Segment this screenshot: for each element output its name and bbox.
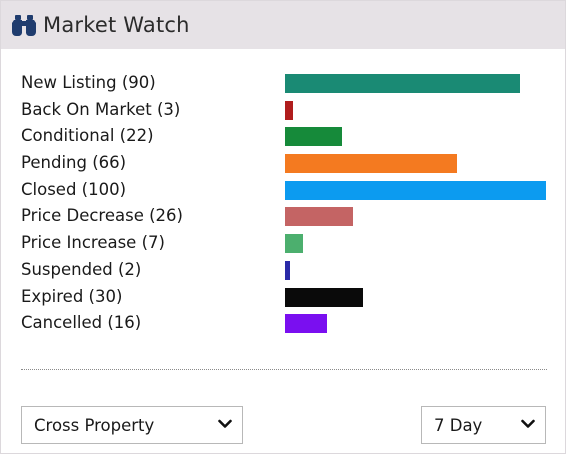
status-bar[interactable] [285, 287, 363, 307]
status-label[interactable]: Closed (100) [21, 179, 127, 199]
period-select[interactable]: 7 Day [421, 406, 546, 444]
status-row[interactable]: New Listing (90) [21, 70, 551, 97]
status-bar-list: New Listing (90) Back On Market (3) Condit… [21, 70, 551, 337]
status-label[interactable]: Price Decrease (26) [21, 206, 183, 226]
property-type-select[interactable]: Cross Property [21, 406, 243, 444]
status-row[interactable]: Price Increase (7) [21, 230, 551, 257]
status-bar[interactable] [285, 260, 290, 280]
status-label[interactable]: Suspended (2) [21, 259, 142, 279]
widget-header: Market Watch [1, 1, 565, 49]
status-row[interactable]: Conditional (22) [21, 123, 551, 150]
status-bar[interactable] [285, 314, 327, 334]
binoculars-icon [12, 15, 36, 37]
status-row[interactable]: Suspended (2) [21, 257, 551, 284]
status-row[interactable]: Back On Market (3) [21, 97, 551, 124]
status-row[interactable]: Price Decrease (26) [21, 203, 551, 230]
status-bar[interactable] [285, 100, 293, 120]
status-label[interactable]: Conditional (22) [21, 126, 154, 146]
status-bar[interactable] [285, 74, 520, 93]
status-bar[interactable] [285, 207, 353, 227]
widget-title: Market Watch [43, 13, 190, 37]
status-bar[interactable] [285, 234, 303, 254]
status-label[interactable]: New Listing (90) [21, 73, 156, 92]
chevron-down-icon [218, 419, 232, 428]
status-label[interactable]: Cancelled (16) [21, 313, 142, 333]
status-label[interactable]: Back On Market (3) [21, 99, 181, 119]
status-label[interactable]: Pending (66) [21, 153, 127, 173]
status-row[interactable]: Pending (66) [21, 150, 551, 177]
status-label[interactable]: Expired (30) [21, 286, 123, 306]
status-row[interactable]: Cancelled (16) [21, 310, 551, 337]
divider [21, 369, 547, 370]
status-row[interactable]: Closed (100) [21, 177, 551, 204]
status-row[interactable]: Expired (30) [21, 284, 551, 311]
period-value: 7 Day [434, 415, 483, 435]
status-bar[interactable] [285, 154, 457, 174]
status-label[interactable]: Price Increase (7) [21, 233, 165, 253]
property-type-value: Cross Property [34, 415, 155, 435]
status-bar[interactable] [285, 180, 546, 200]
chevron-down-icon [521, 419, 535, 428]
status-bar[interactable] [285, 127, 342, 147]
